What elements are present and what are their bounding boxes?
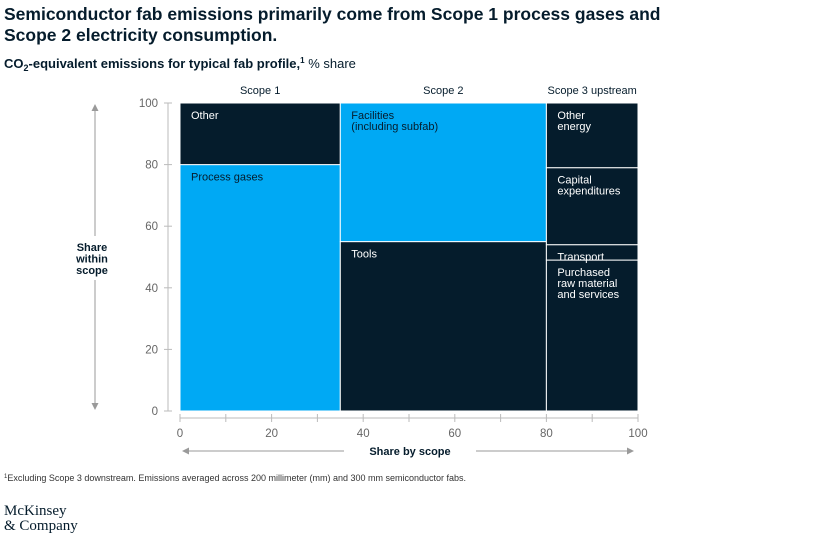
segment-label-2-2-0: Capital	[557, 175, 591, 187]
chart-title-line-1: Semiconductor fab emissions primarily co…	[4, 4, 661, 24]
footnote: 1Excluding Scope 3 downstream. Emissions…	[4, 473, 466, 483]
x-axis-title: Share by scope	[369, 446, 450, 458]
segment-label-2-3-1: energy	[557, 121, 591, 133]
segment-label-2-0-0: Purchased	[557, 267, 610, 279]
x-arrow-right-head	[627, 447, 634, 455]
y-axis-title-line-0: Share	[77, 242, 108, 254]
segment-2-3	[545, 102, 639, 169]
segment-label-2-3-0: Other	[557, 110, 585, 122]
logo-line-1: McKinsey	[4, 503, 67, 519]
segment-label-2-1-0: Transport	[557, 252, 604, 264]
segment-label-1-1-1: (including subfab)	[351, 121, 438, 133]
x-tick-label-2: 40	[357, 428, 370, 440]
y-tick-label-5: 100	[139, 98, 158, 110]
subtitle-footnote-marker: 1	[300, 56, 305, 65]
subtitle-subscript: 2	[23, 63, 29, 73]
subtitle-unit: % share	[304, 56, 356, 71]
y-axis-title-line-1: within	[75, 254, 108, 266]
column-header-2: Scope 3 upstream	[548, 85, 637, 97]
segment-0-0	[179, 164, 341, 412]
y-arrow-top-head	[91, 104, 99, 111]
chart-subtitle: CO2-equivalent emissions for typical fab…	[4, 56, 356, 73]
footnote-text: Excluding Scope 3 downstream. Emissions …	[7, 473, 467, 483]
x-tick-label-0: 0	[177, 428, 183, 440]
segment-label-1-0-0: Tools	[351, 249, 377, 261]
x-tick-label-5: 100	[628, 428, 647, 440]
segment-2-2	[545, 167, 639, 246]
column-header-0: Scope 1	[240, 85, 280, 97]
y-tick-label-1: 20	[145, 344, 158, 356]
segment-1-0	[339, 241, 547, 412]
y-tick-label-0: 0	[152, 406, 158, 418]
x-tick-label-4: 80	[540, 428, 553, 440]
y-tick-label-4: 80	[145, 160, 158, 172]
y-tick-label-2: 40	[145, 283, 158, 295]
chart-title: Semiconductor fab emissions primarily co…	[4, 4, 834, 46]
x-arrow-left-head	[182, 447, 189, 455]
subtitle-prefix: CO	[4, 56, 24, 71]
segment-2-0	[545, 259, 639, 412]
segment-label-2-2-1: expenditures	[557, 186, 620, 198]
subtitle-middle: -equivalent emissions for typical fab pr…	[28, 56, 301, 71]
segment-label-2-0-1: raw material	[557, 278, 617, 290]
segment-1-1	[339, 102, 547, 243]
y-tick-label-3: 60	[145, 221, 158, 233]
x-tick-label-3: 60	[448, 428, 461, 440]
company-logo: McKinsey & Company	[4, 504, 78, 534]
segment-label-2-0-2: and services	[557, 289, 619, 301]
column-header-1: Scope 2	[423, 85, 463, 97]
y-axis-title-line-2: scope	[76, 265, 108, 277]
x-tick-label-1: 20	[265, 428, 278, 440]
segment-label-0-1-0: Other	[191, 110, 219, 122]
footnote-marker: 1	[4, 474, 8, 480]
logo-line-2: & Company	[4, 518, 78, 534]
segment-label-1-1-0: Facilities	[351, 110, 394, 122]
y-arrow-bottom-head	[91, 403, 99, 410]
segment-label-0-0-0: Process gases	[191, 172, 264, 184]
chart-title-line-2: Scope 2 electricity consumption.	[4, 25, 278, 45]
marimekko-chart: Process gases Other Scope 1 Tools Facilities…	[75, 85, 647, 458]
